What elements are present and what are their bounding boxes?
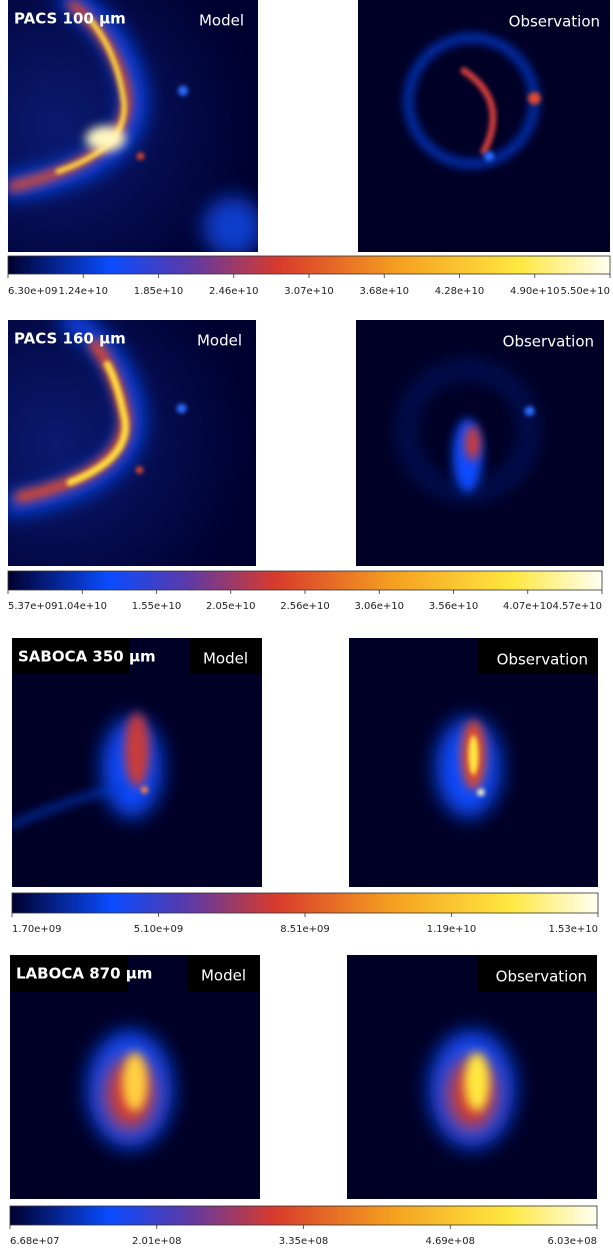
emission xyxy=(55,17,127,174)
colorbar-tick-label: 6.30e+09 xyxy=(8,286,58,297)
emission xyxy=(484,151,495,162)
colorbar-tick-label: 5.50e+10 xyxy=(560,286,610,297)
model-image xyxy=(8,320,256,566)
label-box xyxy=(190,638,262,674)
observation-label: Observation xyxy=(497,651,588,669)
model-label: Model xyxy=(199,12,244,30)
model-image xyxy=(8,0,258,252)
colorbar-tick-label: 2.46e+10 xyxy=(209,286,259,297)
emission xyxy=(468,735,479,775)
colorbar-tick-label: 4.90e+10 xyxy=(510,286,560,297)
colorbar xyxy=(7,570,603,591)
observation-label: Observation xyxy=(509,13,600,31)
emission xyxy=(176,403,187,414)
colorbar-tick-label: 4.69e+08 xyxy=(425,1236,475,1247)
colorbar xyxy=(11,892,599,914)
emission xyxy=(477,788,485,797)
emission xyxy=(178,85,188,96)
image-content xyxy=(10,955,260,1199)
observation-image xyxy=(349,638,598,887)
label-box xyxy=(477,955,597,991)
colorbar-tick-label: 5.10e+09 xyxy=(134,924,184,935)
colorbar-tick-label: 4.57e+10 xyxy=(552,601,602,612)
colorbar-tick-label: 3.56e+10 xyxy=(429,601,479,612)
emission xyxy=(85,126,126,152)
emission xyxy=(136,152,145,161)
image-content xyxy=(349,638,598,887)
emission xyxy=(528,91,541,105)
colorbar-tick-label: 1.70e+09 xyxy=(12,924,62,935)
colorbar-tick-label: 1.24e+10 xyxy=(58,286,108,297)
image-content xyxy=(356,320,604,566)
colorbar-tick-label: 2.05e+10 xyxy=(206,601,256,612)
observation-image xyxy=(356,320,604,566)
emission xyxy=(66,360,129,486)
panel-row: LABOCA 870 μm Model Observation 6.68e+07 2.0… xyxy=(9,955,598,1247)
emission xyxy=(460,67,497,155)
colorbar-tick-label: 3.68e+10 xyxy=(359,286,409,297)
observation-label: Observation xyxy=(496,968,587,986)
image-content xyxy=(347,955,597,1199)
observation-label: Observation xyxy=(503,333,594,351)
colorbar-tick-label: 1.53e+10 xyxy=(548,924,598,935)
colorbar-tick-label: 3.07e+10 xyxy=(284,286,334,297)
label-box xyxy=(12,638,130,674)
band-label: PACS 160 μm xyxy=(14,330,126,348)
band-label: PACS 100 μm xyxy=(14,10,126,28)
model-label: Model xyxy=(201,967,246,985)
panel-row: PACS 100 μm Model Observation 6.30e+09 1.24e… xyxy=(7,0,611,297)
emission xyxy=(12,784,127,828)
model-image xyxy=(10,955,260,1199)
colorbar-tick-label: 1.85e+10 xyxy=(134,286,184,297)
band-label: SABOCA 350 μm xyxy=(18,648,156,666)
model-label: Model xyxy=(203,650,248,668)
image-content xyxy=(12,638,262,887)
emission xyxy=(122,1052,148,1112)
colorbar-tick-label: 6.03e+08 xyxy=(547,1236,597,1247)
image-content xyxy=(358,0,610,252)
image-content xyxy=(8,320,256,566)
colorbar-tick-label: 5.37e+09 xyxy=(8,601,58,612)
colorbar-tick-label: 1.55e+10 xyxy=(132,601,182,612)
emission xyxy=(124,712,150,788)
colorbar-tick-label: 6.68e+07 xyxy=(10,1236,60,1247)
model-label: Model xyxy=(197,332,242,350)
emission xyxy=(464,1052,490,1112)
emission xyxy=(140,786,149,794)
emission xyxy=(135,466,144,474)
emission xyxy=(465,425,480,461)
image-content xyxy=(8,0,258,252)
label-box xyxy=(188,955,260,991)
emission xyxy=(403,366,533,496)
observation-image xyxy=(358,0,610,252)
model-image xyxy=(12,638,262,887)
colorbar-tick-label: 8.51e+09 xyxy=(280,924,330,935)
label-box xyxy=(10,955,128,991)
colorbar-tick-label: 1.04e+10 xyxy=(57,601,107,612)
colorbar xyxy=(7,255,611,275)
colorbar-tick-label: 3.06e+10 xyxy=(354,601,404,612)
emission xyxy=(203,196,258,252)
panel-row: PACS 160 μm Model Observation 5.37e+09 1.04e… xyxy=(7,320,604,612)
colorbar-tick-label: 4.07e+10 xyxy=(503,601,553,612)
colorbar xyxy=(9,1205,598,1226)
observation-image xyxy=(347,955,597,1199)
panel-row: SABOCA 350 μm Model Observation 1.70e+09 5.1… xyxy=(11,638,599,935)
colorbar-tick-label: 1.19e+10 xyxy=(427,924,477,935)
band-label: LABOCA 870 μm xyxy=(16,965,152,983)
colorbar-tick-label: 2.56e+10 xyxy=(280,601,330,612)
colorbar-tick-label: 3.35e+08 xyxy=(279,1236,329,1247)
colorbar-tick-label: 4.28e+10 xyxy=(435,286,485,297)
label-box xyxy=(478,638,598,674)
colorbar-tick-label: 2.01e+08 xyxy=(132,1236,182,1247)
emission xyxy=(524,406,535,416)
